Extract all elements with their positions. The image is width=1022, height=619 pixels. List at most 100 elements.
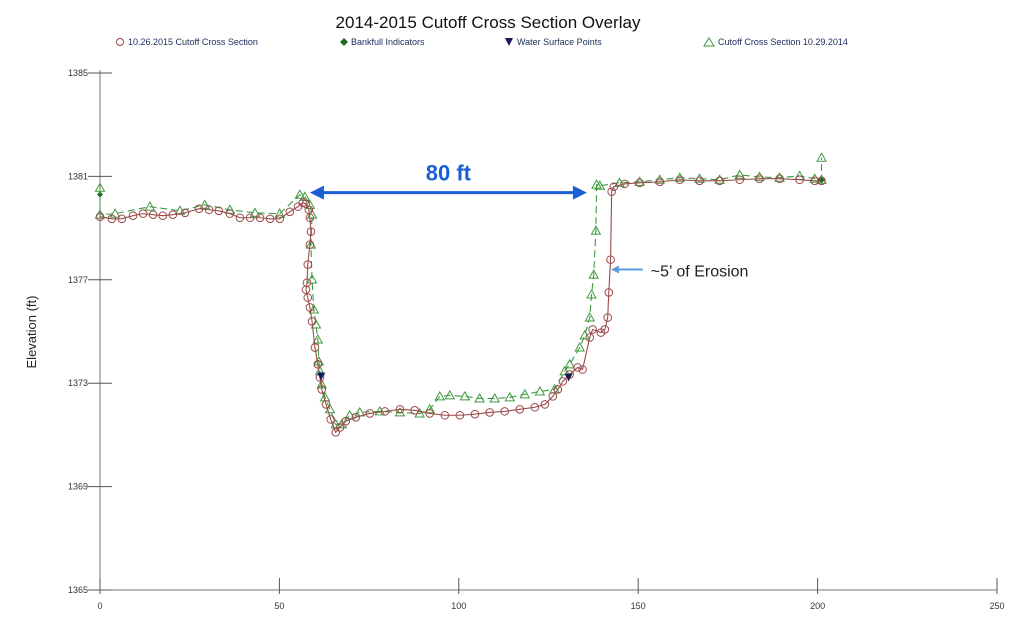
x-tick-label: 0 [97,601,102,611]
data-point-circle [607,187,616,196]
data-point-circle [455,410,465,420]
y-tick-label: 1365 [68,585,88,595]
data-point-circle [306,227,316,237]
data-point-circle [303,293,313,302]
data-point-bankfull [818,177,825,184]
x-tick-label: 250 [989,601,1004,611]
data-point-triangle [774,172,785,182]
series-water-surface-points [317,372,573,382]
y-tick-label: 1377 [68,275,88,285]
data-point-triangle [306,274,318,284]
data-point-circle [440,410,450,420]
data-point-triangle [199,199,211,209]
data-point-circle [331,428,341,437]
data-point-triangle [754,171,765,181]
series-layer [94,152,827,437]
data-point-triangle [94,209,106,219]
data-point-circle [380,407,390,416]
data-point-circle [265,214,275,224]
data-point-triangle [579,329,591,340]
data-point-circle [735,175,745,185]
y-axis-label: Elevation (ft) [24,296,39,369]
data-point-triangle [574,342,586,352]
data-point-circle [245,213,255,223]
axes: 1385 1381 1377 1373 1369 1365 0 50 100 150 200 250 [68,68,1005,611]
data-point-triangle [559,365,571,376]
data-point-triangle [694,173,705,183]
data-point-circle [655,177,665,187]
data-point-circle [515,405,525,414]
data-point-circle [573,363,582,372]
y-tick-label: 1385 [68,68,88,78]
data-point-triangle [444,389,456,400]
data-point-circle [351,413,361,422]
data-point-circle [395,405,405,414]
x-tick-label: 150 [631,601,646,611]
data-point-circle [310,343,320,352]
series-line [99,157,823,425]
data-point-circle [425,409,435,418]
data-point-circle [235,213,245,223]
data-point-circle [335,423,345,432]
data-point-triangle [586,289,597,299]
data-point-circle [214,206,224,216]
data-point-triangle [594,180,606,190]
data-point-circle [285,207,295,217]
data-point-circle [588,325,597,334]
data-point-circle [326,415,336,424]
data-point-circle [304,205,314,215]
data-point-circle [530,402,540,412]
data-point-circle [305,240,315,249]
data-point-triangle [394,406,406,417]
legend-item-2015: 10.26.2015 Cutoff Cross Section [116,37,258,47]
series-10-26-2015-cutoff-cross-section [95,174,826,437]
data-point-circle [148,210,158,219]
annotations: 80 ft ~5’ of Erosion [309,161,749,280]
data-point-bankfull [97,191,103,198]
data-point-triangle [816,152,827,162]
series-cutoff-cross-section-10-29-2014 [94,152,827,429]
legend-label: Bankfull Indicators [351,37,425,47]
data-point-circle [609,182,619,192]
data-point-water-surface [564,373,573,382]
data-point-triangle [634,176,645,186]
annotation-erosion: ~5’ of Erosion [651,263,749,280]
legend: 10.26.2015 Cutoff Cross Section Bankfull… [116,37,848,47]
data-point-circle [500,407,510,416]
data-point-circle [715,176,724,186]
data-point-triangle [312,333,324,344]
y-tick-label: 1373 [68,378,88,388]
x-tick-label: 200 [810,601,825,611]
data-point-triangle [308,304,320,314]
data-point-circle [95,212,105,222]
data-point-circle [620,179,629,189]
data-point-triangle [614,177,625,187]
legend-item-2014: Cutoff Cross Section 10.29.2014 [703,37,848,47]
x-tick-label: 100 [451,601,466,611]
data-point-triangle [714,174,726,184]
data-point-triangle [591,179,602,189]
data-point-circle [307,317,317,326]
data-point-circle [603,313,613,322]
data-point-circle [470,409,480,419]
data-point-triangle [434,390,446,401]
data-point-triangle [374,405,386,416]
data-point-triangle [654,174,666,184]
data-point-triangle [274,208,286,218]
series-bankfull-indicators [97,177,825,198]
data-point-circle [255,213,265,223]
data-point-triangle [674,172,686,182]
arrowhead-right [572,185,587,200]
chart-title: 2014-2015 Cutoff Cross Section Overlay [336,13,641,32]
data-point-circle [553,385,563,394]
legend-item-bankfull: Bankfull Indicators [340,37,425,47]
legend-circle-icon [116,38,124,46]
data-point-circle [302,278,312,287]
data-point-circle [695,176,704,186]
data-point-circle [585,333,595,342]
data-point-triangle [564,358,576,369]
legend-label: Water Surface Points [517,37,602,47]
data-point-circle [275,214,285,224]
legend-label: 10.26.2015 Cutoff Cross Section [128,37,258,47]
